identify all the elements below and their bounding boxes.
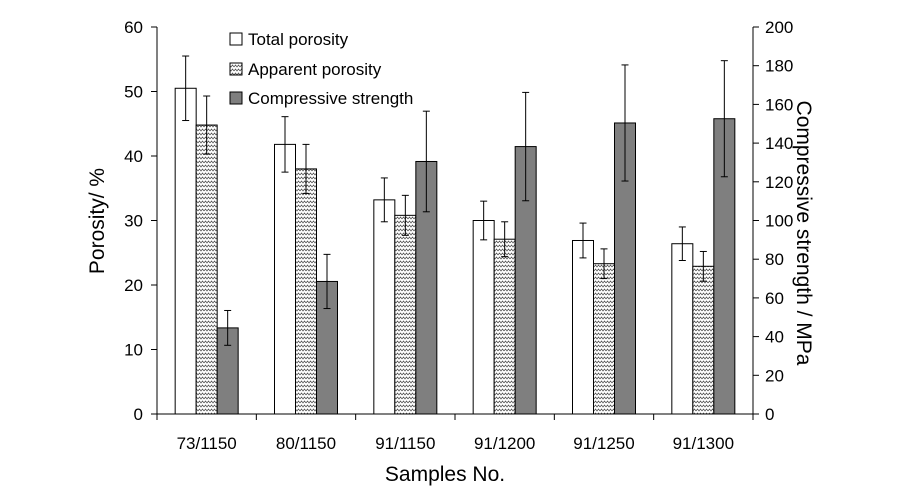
bar-white-2 bbox=[373, 199, 396, 415]
x-axis-title: Samples No. bbox=[385, 463, 505, 486]
bar-white-1 bbox=[274, 143, 296, 415]
y-right-tick-label: 180 bbox=[765, 57, 793, 76]
bar-white-3 bbox=[472, 220, 495, 415]
error-bar-zigzag-4 bbox=[600, 248, 608, 280]
x-tick-label: 73/1150 bbox=[177, 434, 237, 453]
error-bar-zigzag-5 bbox=[699, 250, 707, 282]
y-right-tick-label: 160 bbox=[765, 95, 793, 114]
error-bar-white-1 bbox=[281, 116, 289, 173]
error-bar-white-3 bbox=[480, 200, 488, 241]
error-bar-gray-5 bbox=[720, 60, 728, 178]
x-tick-label: 80/1150 bbox=[276, 434, 336, 453]
y-left-tick-label: 10 bbox=[124, 341, 143, 360]
error-bar-zigzag-3 bbox=[501, 221, 509, 258]
x-tick-label: 91/1150 bbox=[375, 434, 435, 453]
legend-item: Apparent porosity bbox=[229, 60, 382, 79]
y-axis-right-title: Compressive strength / MPa bbox=[792, 101, 815, 366]
legend-item: Total porosity bbox=[229, 30, 349, 49]
error-bars bbox=[182, 55, 728, 346]
bar-zigzag-1 bbox=[295, 168, 317, 415]
error-bar-gray-0 bbox=[224, 309, 232, 346]
error-bar-white-2 bbox=[380, 177, 388, 223]
error-bar-white-5 bbox=[678, 226, 686, 261]
y-left-tick-label: 60 bbox=[124, 18, 143, 37]
error-bar-white-0 bbox=[182, 55, 190, 122]
error-bar-gray-4 bbox=[621, 64, 629, 182]
legend-swatch bbox=[229, 62, 243, 76]
legend-swatch bbox=[229, 91, 243, 105]
y-left-tick-label: 20 bbox=[124, 276, 143, 295]
y-right-tick-label: 0 bbox=[765, 405, 774, 424]
y-right-tick-label: 20 bbox=[765, 366, 784, 385]
axes: 0 10 20 30 40 50 60 0 20 40 60 80 100 120 140 160 180 200… bbox=[124, 18, 793, 453]
y-left-tick-label: 0 bbox=[134, 405, 143, 424]
error-bar-zigzag-2 bbox=[401, 194, 409, 236]
y-left-tick-label: 50 bbox=[124, 83, 143, 102]
legend-label: Total porosity bbox=[248, 30, 349, 49]
bar-white-0 bbox=[174, 87, 197, 415]
y-right-tick-label: 80 bbox=[765, 250, 784, 269]
y-right-tick-label: 200 bbox=[765, 18, 793, 37]
error-bar-gray-2 bbox=[422, 110, 430, 213]
error-bar-gray-1 bbox=[323, 253, 331, 310]
x-tick-label: 91/1300 bbox=[673, 434, 734, 453]
y-right-tick-label: 120 bbox=[765, 173, 793, 192]
legend-label: Compressive strength bbox=[248, 89, 413, 108]
x-tick-label: 91/1250 bbox=[573, 434, 634, 453]
legend-swatch bbox=[229, 32, 243, 46]
bar-white-5 bbox=[671, 243, 694, 415]
error-bar-white-4 bbox=[579, 222, 587, 259]
error-bar-gray-3 bbox=[522, 91, 530, 202]
x-tick-label: 91/1200 bbox=[474, 434, 535, 453]
bar-zigzag-4 bbox=[593, 263, 615, 415]
bar-white-4 bbox=[572, 239, 594, 415]
error-bar-zigzag-0 bbox=[203, 95, 211, 155]
legend: Total porosity Apparent porosity Compressi… bbox=[229, 30, 413, 108]
bar-zigzag-3 bbox=[493, 238, 516, 415]
bar-zigzag-2 bbox=[394, 214, 417, 415]
y-right-tick-label: 60 bbox=[765, 289, 784, 308]
legend-label: Apparent porosity bbox=[248, 60, 382, 79]
legend-item: Compressive strength bbox=[229, 89, 413, 108]
bar-zigzag-0 bbox=[195, 124, 218, 415]
y-right-tick-label: 100 bbox=[765, 212, 793, 231]
y-left-tick-label: 40 bbox=[124, 147, 143, 166]
bars bbox=[174, 87, 736, 415]
y-axis-left-title: Porosity/ % bbox=[86, 168, 109, 274]
y-right-tick-label: 40 bbox=[765, 328, 784, 347]
y-left-tick-label: 30 bbox=[124, 212, 143, 231]
error-bar-zigzag-1 bbox=[302, 143, 310, 194]
y-right-tick-label: 140 bbox=[765, 134, 793, 153]
bar-zigzag-5 bbox=[692, 265, 715, 415]
